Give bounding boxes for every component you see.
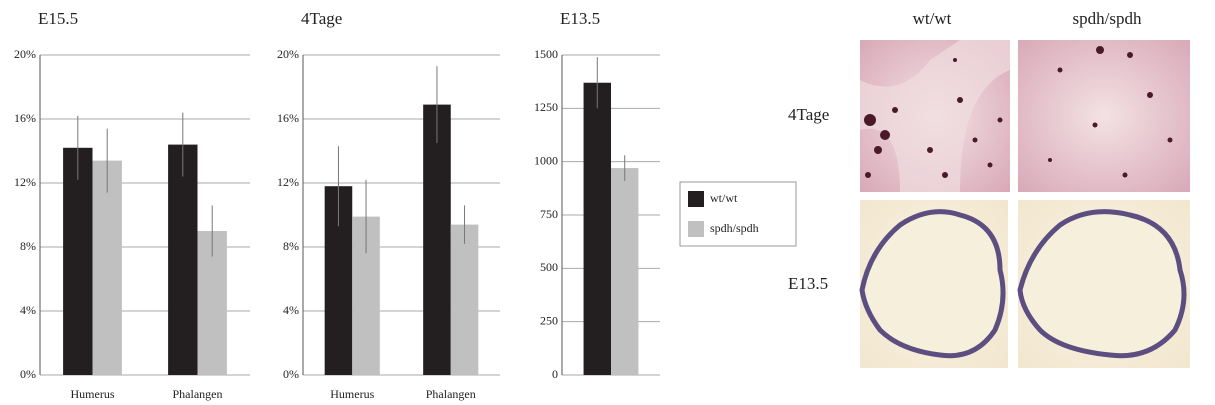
column-label: wt/wt [913,9,952,28]
y-tick-label: 8% [283,239,299,253]
y-tick-label: 4% [20,303,36,317]
figure: wt/wt spdh/spdh 4Tage E13.5 E15.5 0% 4% 8% 1… [0,0,1215,405]
y-tick-label: 12% [14,175,36,189]
y-tick-label: 16% [277,111,299,125]
legend-label: wt/wt [710,191,738,205]
legend-swatch [688,221,704,237]
y-tick-label: 4% [283,303,299,317]
x-tick-label: Humerus [330,387,374,401]
micrograph [1018,40,1190,192]
y-tick-label: 500 [540,260,558,274]
y-tick-label: 16% [14,111,36,125]
y-tick-label: 1500 [534,47,558,61]
bar [168,145,197,375]
row-label: 4Tage [788,105,829,124]
y-tick-label: 1000 [534,153,558,167]
chart-title: E13.5 [560,9,600,28]
bar [451,225,479,375]
x-tick-label: Phalangen [426,387,476,401]
legend-label: spdh/spdh [710,221,759,235]
x-tick-label: Humerus [71,387,115,401]
y-tick-label: 0% [283,367,299,381]
chart-title: 4Tage [301,9,342,28]
legend-swatch [688,191,704,207]
y-tick-label: 1250 [534,100,558,114]
micrograph-panel: wt/wt spdh/spdh 4Tage E13.5 [788,9,1190,368]
bar [63,148,92,375]
y-tick-label: 20% [277,47,299,61]
column-label: spdh/spdh [1073,9,1142,28]
bar [611,168,638,375]
bar [423,105,451,375]
y-tick-label: 0% [20,367,36,381]
bar [93,161,122,375]
chart-title: E15.5 [38,9,78,28]
y-tick-label: 8% [20,239,36,253]
y-tick-label: 20% [14,47,36,61]
bar [584,83,611,375]
x-tick-label: Phalangen [173,387,223,401]
row-label: E13.5 [788,274,828,293]
y-tick-label: 12% [277,175,299,189]
y-tick-label: 750 [540,207,558,221]
y-tick-label: 250 [540,313,558,327]
y-tick-label: 0 [552,367,558,381]
